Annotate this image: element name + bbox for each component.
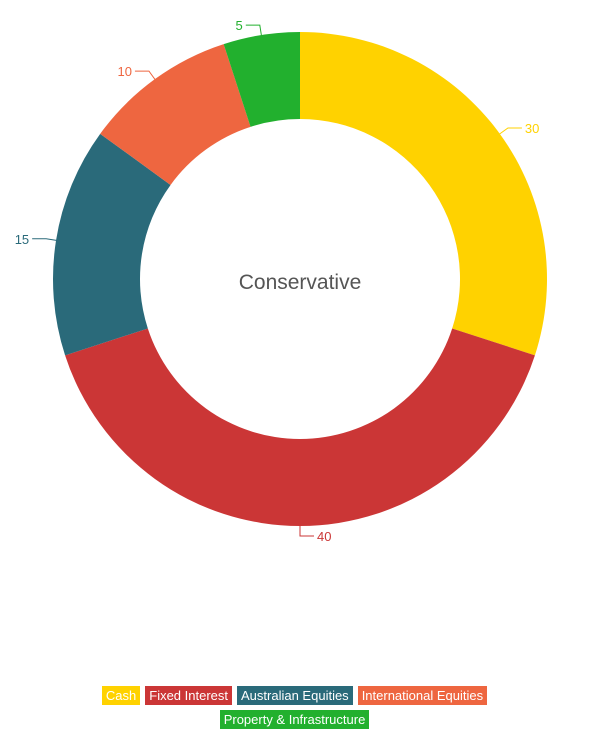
label-connector-fixed-interest bbox=[299, 524, 314, 537]
slice-international-equities[interactable] bbox=[100, 44, 251, 185]
legend-item-australian-equities[interactable]: Australian Equities bbox=[237, 686, 353, 705]
center-label: Conservative bbox=[239, 271, 362, 294]
label-connector-property-and-infrastructure bbox=[245, 24, 263, 38]
slice-cash[interactable] bbox=[300, 32, 548, 356]
data-label-cash: 30 bbox=[525, 121, 539, 136]
data-label-property-and-infrastructure: 5 bbox=[236, 18, 243, 33]
legend: Cash Fixed Interest Australian Equities … bbox=[0, 686, 589, 734]
data-label-fixed-interest: 40 bbox=[317, 529, 331, 544]
legend-item-international-equities[interactable]: International Equities bbox=[357, 686, 488, 705]
legend-item-property-infrastructure[interactable]: Property & Infrastructure bbox=[219, 710, 370, 729]
data-label-international-equities: 10 bbox=[117, 64, 131, 79]
label-connector-international-equities bbox=[134, 70, 157, 82]
slice-fixed-interest[interactable] bbox=[65, 328, 535, 527]
legend-item-fixed-interest[interactable]: Fixed Interest bbox=[145, 686, 233, 705]
label-connector-australian-equities bbox=[32, 238, 59, 242]
label-connector-cash bbox=[497, 127, 522, 136]
slice-property-and-infrastructure[interactable] bbox=[223, 32, 300, 127]
legend-row-1: Cash Fixed Interest Australian Equities … bbox=[0, 686, 589, 705]
data-label-australian-equities: 15 bbox=[15, 232, 29, 247]
donut-slices bbox=[53, 32, 548, 527]
donut-data-labels: 30 40 15 10 5 bbox=[15, 18, 540, 544]
legend-item-cash[interactable]: Cash bbox=[101, 686, 141, 705]
legend-row-2: Property & Infrastructure bbox=[0, 710, 589, 729]
slice-australian-equities[interactable] bbox=[53, 133, 171, 356]
